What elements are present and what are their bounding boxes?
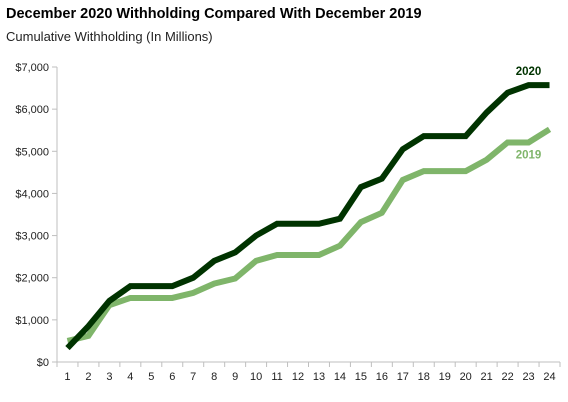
x-tick-label: 3 bbox=[106, 371, 112, 383]
y-tick-label: $0 bbox=[37, 357, 49, 369]
series-label-2019: 2019 bbox=[516, 149, 542, 161]
x-tick-label: 7 bbox=[190, 371, 196, 383]
x-tick-label: 15 bbox=[355, 371, 367, 383]
chart-title: December 2020 Withholding Compared With … bbox=[6, 6, 422, 22]
x-tick-label: 17 bbox=[397, 371, 409, 383]
x-tick-label: 23 bbox=[522, 371, 534, 383]
series-label-2020: 2020 bbox=[516, 66, 542, 78]
x-tick-label: 8 bbox=[211, 371, 217, 383]
y-tick-label: $6,000 bbox=[15, 104, 49, 116]
x-tick-label: 12 bbox=[292, 371, 304, 383]
chart-axes: $0 $1,000 $2,000 $3,000 $4,000 $5,000 $6,000 $7… bbox=[15, 62, 561, 383]
chart-series-labels: 2020 2019 bbox=[516, 66, 542, 161]
x-tick-label: 13 bbox=[313, 371, 325, 383]
x-tick-label: 24 bbox=[543, 371, 555, 383]
y-tick-label: $1,000 bbox=[15, 315, 49, 327]
x-tick-label: 11 bbox=[271, 371, 282, 383]
y-tick-label: $4,000 bbox=[15, 188, 49, 200]
x-tick-label: 1 bbox=[64, 371, 70, 383]
series-line-2020 bbox=[65, 82, 550, 351]
x-tick-label: 20 bbox=[460, 371, 472, 383]
x-tick-label: 18 bbox=[418, 371, 430, 383]
x-tick-label: 16 bbox=[376, 371, 388, 383]
y-tick-label: $7,000 bbox=[15, 62, 49, 74]
x-tick-label: 4 bbox=[127, 371, 133, 383]
chart-subtitle: Cumulative Withholding (In Millions) bbox=[6, 29, 213, 44]
chart-series-layer bbox=[65, 82, 552, 351]
x-tick-label: 19 bbox=[439, 371, 451, 383]
x-tick-label: 5 bbox=[148, 371, 154, 383]
x-tick-label: 2 bbox=[85, 371, 91, 383]
y-tick-label: $2,000 bbox=[15, 273, 49, 285]
x-tick-label: 6 bbox=[169, 371, 175, 383]
series-line-2019 bbox=[66, 126, 552, 344]
x-tick-label: 14 bbox=[334, 371, 346, 383]
x-tick-label: 21 bbox=[481, 371, 493, 383]
x-tick-label: 22 bbox=[501, 371, 513, 383]
y-tick-label: $3,000 bbox=[15, 231, 49, 243]
x-tick-label: 9 bbox=[232, 371, 238, 383]
y-tick-label: $5,000 bbox=[15, 146, 49, 158]
x-tick-label: 10 bbox=[250, 371, 262, 383]
